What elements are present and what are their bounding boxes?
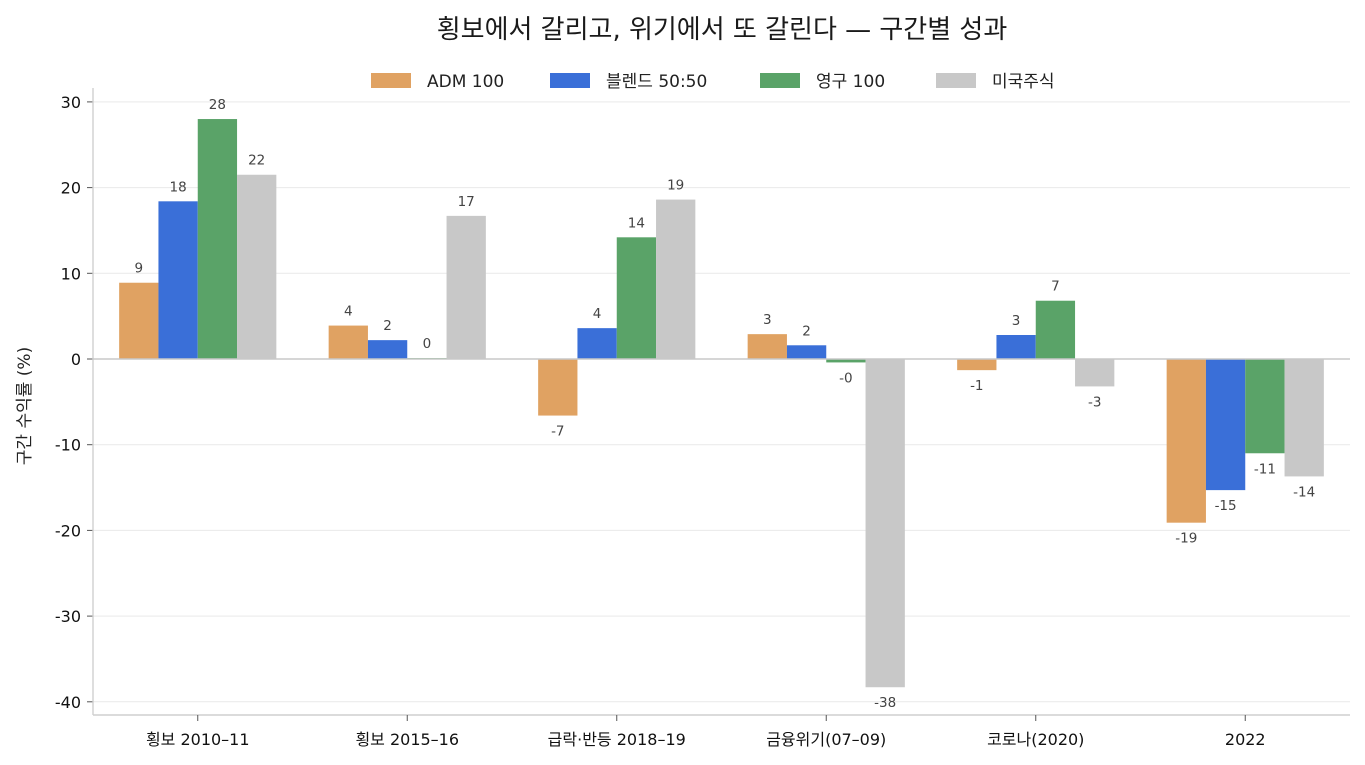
bar <box>786 345 827 359</box>
bar <box>1166 359 1206 523</box>
bar <box>656 199 696 359</box>
bar <box>826 359 866 363</box>
data-labels: 9 4 -7 3 -1 -19 18 2 4 2 3 -15 28 0 14 -0 7 -11 22 17 19 -38 -… <box>135 97 1316 711</box>
data-label: 2 <box>802 323 811 339</box>
legend-label: ADM 100 <box>427 72 504 92</box>
data-label: 9 <box>135 261 144 277</box>
bar <box>158 201 198 359</box>
x-tick-label: 금융위기(07–09) <box>766 730 886 749</box>
data-label: -14 <box>1293 484 1315 500</box>
bar <box>446 215 486 359</box>
bar <box>197 119 238 359</box>
y-tick-label: 20 <box>61 179 81 198</box>
bar <box>328 325 368 359</box>
bar <box>1245 359 1285 454</box>
y-tick-label: -30 <box>55 607 81 626</box>
data-label: 22 <box>248 153 265 169</box>
data-label: -15 <box>1215 498 1237 514</box>
y-tick-label: -10 <box>55 436 81 455</box>
data-label: -0 <box>839 370 852 386</box>
y-tick-label: -40 <box>55 693 81 712</box>
x-tick-label: 2022 <box>1225 730 1266 749</box>
chart-title: 횡보에서 갈리고, 위기에서 또 갈린다 — 구간별 성과 <box>437 15 1008 45</box>
bar <box>577 328 617 359</box>
legend: ADM 100 블렌드 50:50 영구 100 미국주식 <box>371 72 1055 92</box>
data-label: 4 <box>593 306 602 322</box>
data-label: -1 <box>970 378 983 394</box>
y-tick-label: -20 <box>55 521 81 540</box>
data-label: -38 <box>874 695 896 711</box>
bar <box>119 282 159 359</box>
data-label: 0 <box>423 336 432 352</box>
bar <box>747 334 787 359</box>
data-label: 3 <box>763 312 772 328</box>
grid <box>93 101 1350 703</box>
legend-swatch <box>760 73 800 88</box>
bar <box>1035 300 1076 359</box>
bar <box>1205 359 1246 491</box>
legend-label: 블렌드 50:50 <box>606 72 707 92</box>
x-tick-label: 횡보 2010–11 <box>146 730 250 749</box>
bar <box>957 359 997 371</box>
y-tick-label: 10 <box>61 264 81 283</box>
data-label: -7 <box>551 424 564 440</box>
legend-swatch <box>371 73 411 88</box>
y-axis-label: 구간 수익률 (%) <box>15 347 35 465</box>
data-label: 7 <box>1051 279 1060 295</box>
bar <box>865 359 905 688</box>
legend-swatch <box>936 73 976 88</box>
data-label: -11 <box>1254 461 1276 477</box>
bar <box>996 335 1036 359</box>
x-tick-label: 급락·반등 2018–19 <box>548 730 686 749</box>
bar <box>367 340 408 359</box>
legend-label: 영구 100 <box>816 72 885 92</box>
y-tick-label: 0 <box>71 350 81 369</box>
data-label: 2 <box>383 318 392 334</box>
data-label: 19 <box>667 178 684 194</box>
data-label: 4 <box>344 304 353 320</box>
x-tick-label: 횡보 2015–16 <box>355 730 459 749</box>
x-tick-label: 코로나(2020) <box>987 730 1084 749</box>
bar <box>1075 359 1115 387</box>
data-label: 18 <box>170 179 187 195</box>
bar <box>1284 359 1324 477</box>
data-label: -19 <box>1175 531 1197 547</box>
y-tick-label: 30 <box>61 93 81 112</box>
bars <box>119 119 1324 688</box>
bar <box>237 174 277 359</box>
legend-label: 미국주식 <box>992 72 1055 92</box>
data-label: 3 <box>1012 313 1021 329</box>
bar <box>538 359 578 416</box>
data-label: 17 <box>458 194 475 210</box>
data-label: 28 <box>209 97 226 113</box>
bar <box>616 237 657 359</box>
data-label: -3 <box>1088 394 1101 410</box>
data-label: 14 <box>628 215 645 231</box>
legend-swatch <box>550 73 590 88</box>
